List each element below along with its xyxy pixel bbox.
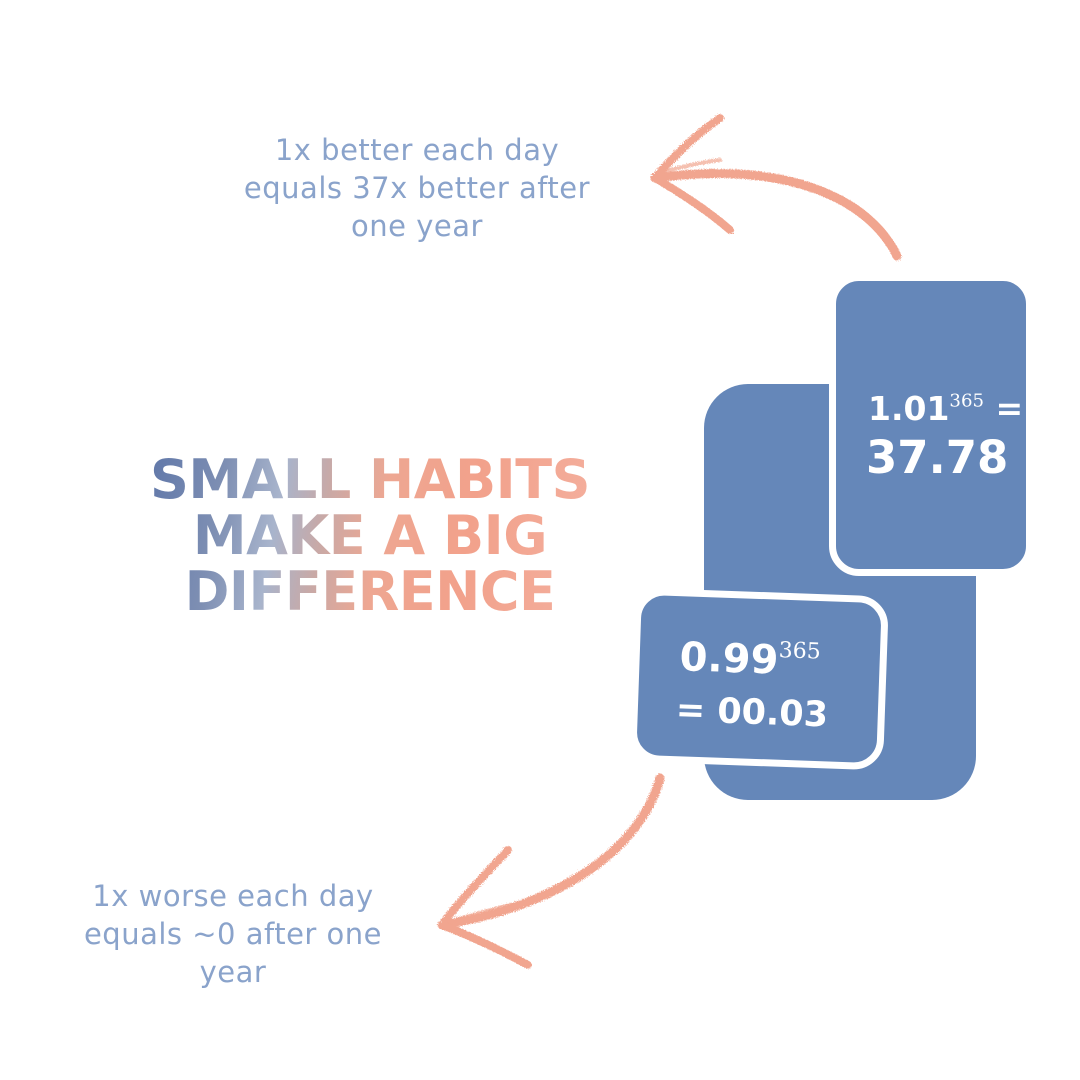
caption-better: 1x better each day equals 37x better aft…: [222, 131, 612, 245]
card-compound-growth: 1.01365 = 37.78: [829, 274, 1033, 576]
growth-exponent: 365: [949, 390, 985, 412]
caption-worse-line-2: equals ~0 after one: [83, 917, 383, 951]
caption-better-line-3: one year: [351, 209, 483, 243]
curved-arrow-up-left-icon: [650, 114, 902, 261]
caption-worse-line-1: 1x worse each day: [92, 879, 374, 913]
growth-base: 1.01: [868, 389, 950, 428]
growth-result: 37.78: [866, 431, 1009, 484]
growth-equals: =: [995, 389, 1024, 428]
caption-better-line-2: equals 37x better after: [243, 171, 591, 205]
caption-worse: 1x worse each day equals ~0 after one ye…: [58, 877, 408, 991]
caption-better-line-1: 1x better each day: [274, 133, 560, 167]
caption-worse-line-3: year: [199, 955, 267, 989]
growth-equation: 1.01365 =: [868, 389, 1023, 428]
curved-arrow-down-left-icon: [437, 773, 665, 969]
